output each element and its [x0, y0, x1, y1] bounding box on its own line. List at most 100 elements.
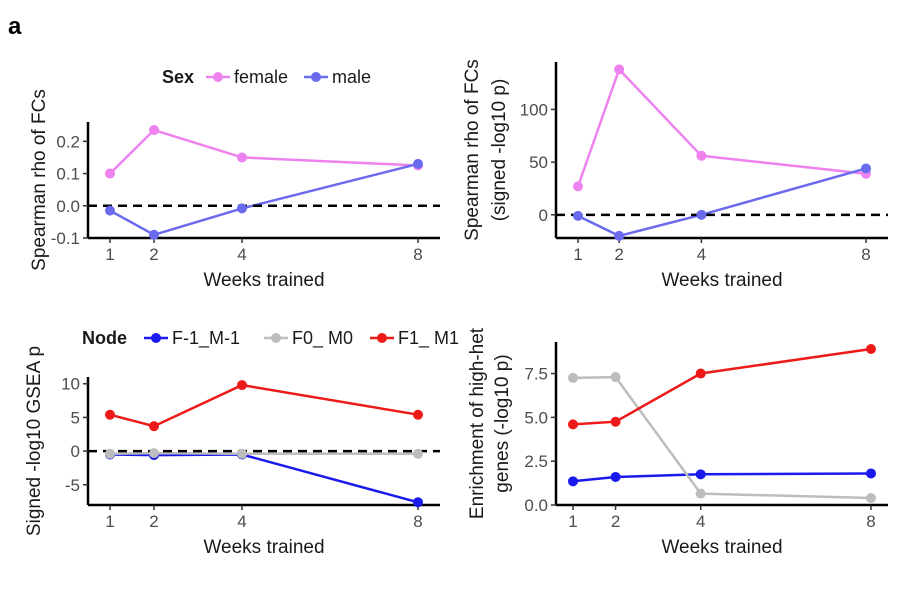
- series-line-2: [109, 383, 419, 428]
- chart-panel-top-left: -0.1 0.0 0.1 0.2 1 2 4 8 Weeks trained Spearman r…: [29, 89, 440, 291]
- data-point: [696, 209, 707, 220]
- data-point: [866, 492, 876, 503]
- data-point: [573, 210, 583, 221]
- series-line-1: [572, 375, 872, 500]
- data-point: [866, 468, 876, 479]
- data-point: [695, 469, 706, 480]
- data-point: [237, 380, 247, 391]
- data-point: [413, 158, 423, 169]
- x-tick-label: 4: [697, 245, 706, 264]
- series-line-2: [572, 347, 872, 426]
- chart-panel-bottom-right: 0.0 2.5 5.0 7.5 1 2 4 8 Weeks trained Enrichment …: [467, 327, 888, 558]
- data-point: [413, 448, 423, 459]
- data-point: [614, 230, 625, 241]
- data-point: [866, 344, 876, 355]
- y-tick-label: 0.1: [56, 165, 80, 184]
- sex-legend: Sex female male: [162, 67, 371, 87]
- x-tick-label: 1: [568, 512, 577, 531]
- data-point: [861, 163, 871, 174]
- legend-entry: F-1_M-1: [172, 328, 240, 349]
- chart-panel-top-right: 0 50 100 1 2 4 8 Weeks trained Spearman rho of F…: [462, 59, 888, 291]
- x-axis-title: Weeks trained: [203, 270, 324, 291]
- y-tick-label: 10: [61, 375, 80, 394]
- y-tick-label: 5: [71, 408, 80, 427]
- legend-key-point: [311, 72, 321, 82]
- y-tick-label: 0: [539, 206, 548, 225]
- y-tick-label: -0.1: [51, 229, 80, 248]
- y-tick-label: 5.0: [524, 408, 548, 427]
- data-point: [149, 229, 159, 240]
- data-point: [610, 416, 621, 427]
- data-point: [610, 471, 621, 482]
- x-tick-label: 4: [237, 245, 246, 264]
- y-axis-title: Spearman rho of FCs: [462, 59, 483, 241]
- data-point: [568, 419, 578, 430]
- series-line-0: [572, 472, 872, 483]
- legend-title: Sex: [162, 67, 194, 87]
- data-point: [610, 372, 621, 383]
- y-tick-label: 0.2: [56, 132, 80, 151]
- y-tick-label: 100: [520, 100, 548, 119]
- data-point: [696, 150, 707, 161]
- y-axis-title-line2: (signed -log10 p): [489, 79, 510, 222]
- x-tick-label: 2: [614, 245, 623, 264]
- x-tick-label: 1: [573, 245, 582, 264]
- y-tick-label: 7.5: [524, 365, 548, 384]
- data-point: [568, 476, 578, 487]
- data-point: [105, 409, 115, 420]
- series-line-1: [109, 451, 418, 456]
- legend-key-point: [377, 333, 387, 343]
- legend-title: Node: [82, 328, 127, 348]
- chart-panel-bottom-left: -5 0 5 10 1 2 4 8 Weeks trained Signed -log10 GSE…: [24, 346, 440, 558]
- x-tick-label: 4: [696, 512, 705, 531]
- x-axis-title: Weeks trained: [661, 270, 782, 291]
- x-tick-label: 2: [149, 512, 158, 531]
- data-point: [105, 448, 115, 459]
- series-line-0: [109, 128, 419, 175]
- legend-entry: F1_ M1: [398, 328, 459, 349]
- y-tick-label: 0.0: [524, 496, 548, 515]
- y-axis-title: Enrichment of high-het: [467, 327, 488, 519]
- series-line-0: [109, 453, 419, 504]
- x-tick-label: 2: [149, 245, 158, 264]
- x-tick-label: 8: [861, 245, 870, 264]
- x-tick-label: 1: [105, 512, 114, 531]
- series-line-1: [577, 167, 867, 238]
- data-point: [237, 152, 247, 163]
- data-point: [149, 448, 159, 459]
- data-point: [568, 372, 578, 383]
- data-point: [149, 125, 159, 136]
- data-point: [105, 168, 115, 179]
- x-tick-label: 1: [105, 245, 114, 264]
- x-axis-title: Weeks trained: [203, 537, 324, 558]
- data-point: [105, 205, 115, 216]
- legend-key-point: [213, 72, 223, 82]
- data-point: [695, 488, 706, 499]
- x-tick-label: 4: [237, 512, 246, 531]
- legend-entry: F0_ M0: [292, 328, 353, 349]
- y-tick-label: 50: [529, 153, 548, 172]
- data-point: [573, 181, 583, 192]
- y-tick-label: 0: [71, 442, 80, 461]
- y-axis-title: Spearman rho of FCs: [29, 89, 50, 271]
- series-line-1: [109, 162, 419, 237]
- series-line-0: [576, 67, 867, 187]
- legend-entry: male: [332, 67, 371, 87]
- x-axis-title: Weeks trained: [661, 537, 782, 558]
- data-point: [614, 64, 625, 75]
- y-axis-title: Signed -log10 GSEA p: [24, 346, 45, 536]
- legend-key-point: [271, 333, 281, 343]
- data-point: [413, 409, 423, 420]
- data-point: [695, 368, 706, 379]
- data-point: [413, 497, 423, 508]
- node-legend: Node F-1_M-1 F0_ M0 F1_ M1: [82, 328, 459, 349]
- y-tick-label: 2.5: [524, 452, 548, 471]
- legend-entry: female: [234, 67, 288, 87]
- panel-letter: a: [8, 13, 22, 40]
- data-point: [237, 203, 247, 214]
- legend-key-point: [151, 333, 161, 343]
- y-tick-label: -5: [65, 476, 80, 495]
- y-tick-label: 0.0: [56, 197, 80, 216]
- x-tick-label: 8: [413, 512, 422, 531]
